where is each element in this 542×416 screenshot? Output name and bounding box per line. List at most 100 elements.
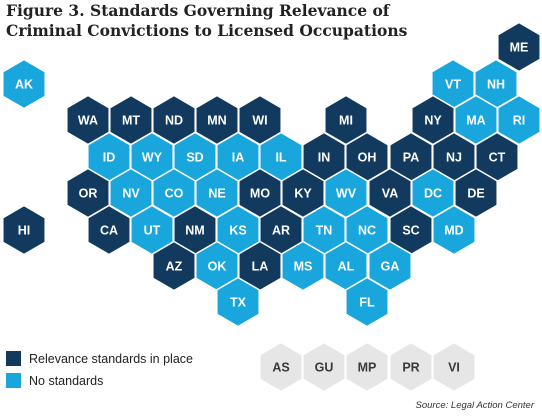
state-label-or: OR [79, 187, 98, 201]
state-label-nj: NJ [446, 151, 462, 165]
source-note: Source: Legal Action Center [415, 400, 534, 411]
state-hex-nh: NH [474, 58, 518, 110]
state-label-md: MD [444, 224, 463, 238]
state-hex-fl: FL [345, 276, 389, 328]
state-label-fl: FL [359, 296, 375, 310]
state-label-wv: WV [336, 187, 357, 201]
legend-label-in-place: Relevance standards in place [29, 352, 193, 366]
state-hex-de: DE [454, 167, 498, 219]
state-hex-ak: AK [2, 58, 46, 110]
state-shape-md [432, 204, 476, 256]
territory-hex-gu: GU [302, 341, 346, 393]
state-label-va: VA [382, 187, 398, 201]
state-shape-hi [2, 204, 46, 256]
state-label-in: IN [318, 151, 331, 165]
state-shape-ri [497, 94, 541, 146]
legend-label-no-standards: No standards [29, 374, 104, 388]
state-label-ri: RI [513, 114, 526, 128]
state-label-la: LA [252, 260, 269, 274]
state-label-hi: HI [18, 224, 31, 238]
state-hex-ga: GA [368, 240, 412, 292]
state-label-tn: TN [316, 224, 333, 238]
state-label-ks: KS [229, 224, 246, 238]
state-label-ny: NY [424, 114, 442, 128]
state-label-ma: MA [466, 114, 485, 128]
state-label-sd: SD [186, 151, 203, 165]
state-hex-ut: UT [130, 204, 174, 256]
state-label-mo: MO [250, 187, 270, 201]
state-label-il: IL [275, 151, 286, 165]
state-label-az: AZ [166, 260, 183, 274]
figure-title-line-1: Figure 3. Standards Governing Relevance … [6, 1, 390, 20]
state-label-ok: OK [208, 260, 227, 274]
state-label-ca: CA [100, 224, 118, 238]
state-hex-ok: OK [195, 240, 239, 292]
state-hex-me: ME [497, 21, 541, 73]
state-label-wi: WI [252, 114, 267, 128]
state-label-nc: NC [358, 224, 376, 238]
state-label-vt: VT [445, 78, 461, 92]
territory-label-gu: GU [315, 361, 334, 375]
state-label-co: CO [165, 187, 184, 201]
state-label-me: ME [510, 41, 529, 55]
territory-shape-mp [345, 341, 389, 393]
state-label-oh: OH [358, 151, 377, 165]
state-label-wa: WA [78, 114, 98, 128]
state-shape-me [497, 21, 541, 73]
state-shape-de [454, 167, 498, 219]
state-label-mi: MI [339, 114, 353, 128]
state-label-wy: WY [142, 151, 163, 165]
state-label-nd: ND [165, 114, 183, 128]
territory-hex-mp: MP [345, 341, 389, 393]
state-hex-ky: KY [281, 167, 325, 219]
state-label-tx: TX [230, 296, 247, 310]
territory-hex-vi: VI [432, 341, 476, 393]
territory-hex-as: AS [259, 341, 303, 393]
figure-title: Figure 3. Standards Governing Relevance … [6, 1, 426, 41]
state-label-al: AL [338, 260, 355, 274]
state-label-pa: PA [403, 151, 419, 165]
state-hex-hi: HI [2, 204, 46, 256]
state-label-ct: CT [489, 151, 506, 165]
state-hex-ri: RI [497, 94, 541, 146]
territory-label-pr: PR [402, 361, 419, 375]
state-shape-tx [216, 276, 260, 328]
state-label-mn: MN [207, 114, 226, 128]
state-label-ms: MS [294, 260, 313, 274]
state-hex-mn: MN [195, 94, 239, 146]
state-shape-fl [345, 276, 389, 328]
territory-label-vi: VI [448, 361, 460, 375]
state-label-ky: KY [294, 187, 312, 201]
legend-swatch-no-standards [6, 373, 21, 388]
state-label-ga: GA [381, 260, 400, 274]
state-label-dc: DC [424, 187, 442, 201]
territory-label-as: AS [272, 361, 289, 375]
territory-hex-pr: PR [389, 341, 433, 393]
state-label-sc: SC [402, 224, 419, 238]
state-label-ut: UT [144, 224, 161, 238]
state-hex-ca: CA [87, 204, 131, 256]
state-label-nh: NH [487, 78, 505, 92]
state-hex-ny: NY [411, 94, 455, 146]
state-hex-ct: CT [475, 131, 519, 183]
state-label-ne: NE [208, 187, 225, 201]
territory-shape-vi [432, 341, 476, 393]
state-hex-al: AL [324, 240, 368, 292]
state-label-nv: NV [122, 187, 140, 201]
territory-label-mp: MP [358, 361, 377, 375]
state-label-mt: MT [122, 114, 140, 128]
state-label-ia: IA [232, 151, 245, 165]
state-hex-ma: MA [454, 94, 498, 146]
state-label-de: DE [467, 187, 484, 201]
state-hex-tx: TX [216, 276, 260, 328]
state-hex-ms: MS [281, 240, 325, 292]
figure-title-line-2: Criminal Convictions to Licensed Occupat… [6, 21, 408, 40]
state-shape-ak [2, 58, 46, 110]
state-hex-nd: ND [152, 94, 196, 146]
legend-swatch-in-place [6, 351, 21, 366]
state-hex-ne: NE [195, 167, 239, 219]
state-label-id: ID [103, 151, 116, 165]
state-label-nm: NM [185, 224, 204, 238]
state-label-ak: AK [15, 78, 33, 92]
